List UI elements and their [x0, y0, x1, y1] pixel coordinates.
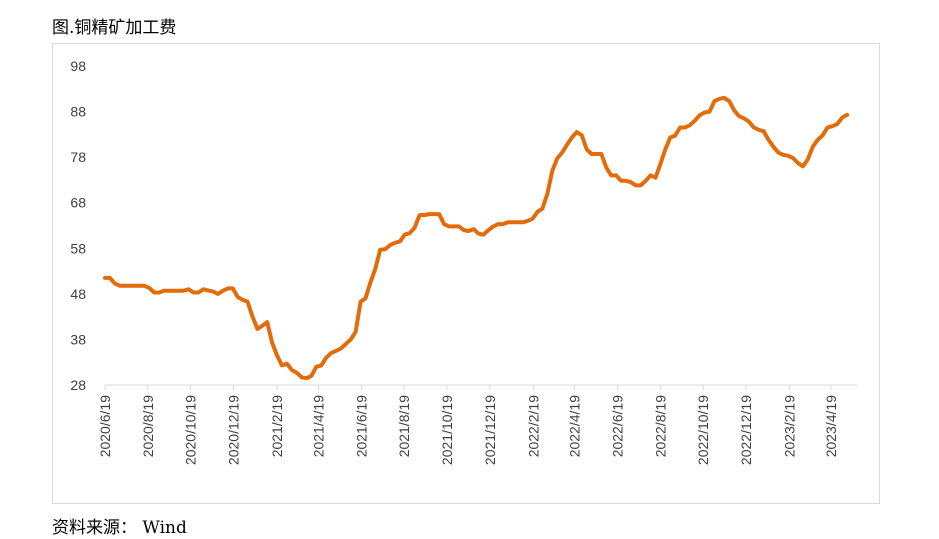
y-tick-label: 78	[70, 149, 86, 165]
x-tick-label: 2022/10/19	[695, 395, 711, 465]
x-axis: 2020/6/19 2020/8/19 2020/10/19 2020/12/19 20…	[97, 384, 857, 465]
source-note: 资料来源： Wind	[52, 518, 187, 538]
x-tick-label: 2020/6/19	[97, 395, 113, 457]
y-tick-label: 58	[70, 240, 86, 256]
x-tick-label: 2021/2/19	[269, 395, 285, 457]
x-tick-label: 2020/10/19	[183, 395, 199, 465]
x-tick-label: 2022/4/19	[567, 395, 583, 457]
x-tick-label: 2021/12/19	[482, 395, 498, 465]
x-tick-label: 2021/10/19	[439, 395, 455, 465]
chart-frame	[52, 43, 880, 504]
x-tick-label: 2020/8/19	[140, 395, 156, 457]
y-tick-label: 48	[70, 286, 86, 302]
y-tick-label: 28	[70, 377, 86, 393]
x-tick-label: 2023/2/19	[782, 395, 798, 457]
x-tick-label: 2020/12/19	[225, 395, 241, 465]
x-tick-label: 2021/4/19	[310, 395, 326, 457]
chart-title: 图.铜精矿加工费	[52, 18, 177, 38]
x-tick-label: 2022/2/19	[525, 395, 541, 457]
series-group	[103, 95, 850, 381]
x-tick-label: 2022/12/19	[738, 395, 754, 465]
x-tick-label: 2022/8/19	[652, 395, 668, 457]
y-axis: 28 38 48 58 68 78 88 98	[70, 58, 86, 393]
x-tick-label: 2021/6/19	[353, 395, 369, 457]
x-tick-label: 2021/8/19	[396, 395, 412, 457]
x-tick-label: 2022/6/19	[610, 395, 626, 457]
y-tick-label: 68	[70, 195, 86, 211]
y-tick-label: 98	[70, 58, 86, 74]
y-tick-label: 38	[70, 331, 86, 347]
y-tick-label: 88	[70, 104, 86, 120]
x-tick-label: 2023/4/19	[823, 395, 839, 457]
series-line	[103, 95, 850, 381]
